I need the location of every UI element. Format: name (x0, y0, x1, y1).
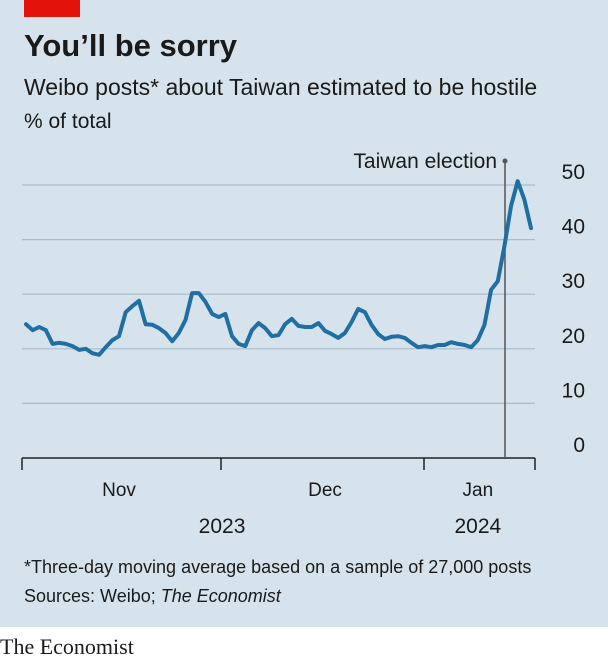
brand: The Economist (0, 634, 134, 659)
y-tick-label: 50 (562, 161, 585, 184)
x-tick-label: Nov (102, 480, 136, 501)
source-text: Sources: Weibo; (24, 586, 156, 606)
chart-subtitle: Weibo posts* about Taiwan estimated to b… (24, 74, 537, 100)
x-tick-label: Dec (308, 480, 342, 501)
chart-title: You’ll be sorry (24, 28, 238, 63)
data-line (24, 179, 533, 357)
background (0, 0, 608, 627)
source: Sources: Weibo; The Economist (24, 586, 282, 606)
source-name: The Economist (161, 586, 282, 606)
year-label: 2023 (199, 515, 246, 538)
red-tag (24, 0, 80, 17)
year-label: 2024 (454, 515, 501, 538)
y-tick-label: 40 (562, 216, 585, 239)
annotation-dot (502, 158, 508, 164)
y-tick-label: 30 (562, 270, 585, 293)
footnote: *Three-day moving average based on a sam… (24, 557, 531, 577)
y-tick-label: 0 (573, 434, 585, 457)
y-tick-label: 10 (562, 379, 585, 402)
x-tick-label: Jan (463, 480, 494, 501)
annotation-label: Taiwan election (353, 150, 497, 173)
y-tick-label: 20 (562, 325, 585, 348)
y-axis-label: % of total (24, 110, 112, 133)
